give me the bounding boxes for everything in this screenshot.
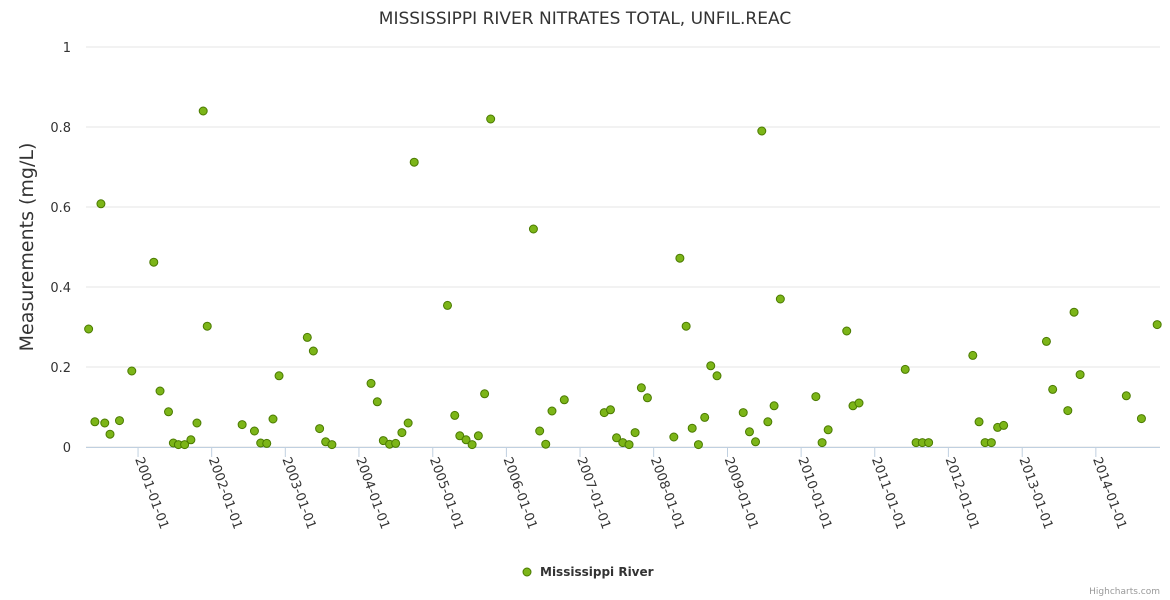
data-point[interactable]: [924, 438, 934, 448]
data-point[interactable]: [327, 440, 337, 450]
data-point[interactable]: [541, 439, 551, 449]
data-point[interactable]: [268, 414, 278, 424]
data-point[interactable]: [763, 417, 773, 427]
data-point[interactable]: [391, 438, 401, 448]
data-point[interactable]: [559, 395, 569, 405]
data-point[interactable]: [974, 417, 984, 427]
data-point[interactable]: [630, 428, 640, 438]
data-point[interactable]: [372, 397, 382, 407]
data-point[interactable]: [681, 321, 691, 331]
data-point[interactable]: [164, 407, 174, 417]
data-point[interactable]: [642, 393, 652, 403]
y-axis: 0 0.2 0.4 0.6 0.8 1: [50, 41, 71, 456]
y-tick-label: 1: [63, 41, 71, 56]
data-point[interactable]: [397, 428, 407, 438]
data-point[interactable]: [700, 412, 710, 422]
data-point[interactable]: [1063, 406, 1073, 416]
credits-link[interactable]: Highcharts.com: [1089, 587, 1160, 597]
data-point[interactable]: [192, 418, 202, 428]
data-point[interactable]: [1075, 370, 1085, 380]
data-point[interactable]: [308, 346, 318, 356]
data-point[interactable]: [409, 157, 419, 167]
y-axis-label: Measurements (mg/L): [16, 143, 38, 352]
legend[interactable]: Mississippi River: [522, 565, 654, 579]
y-tick-label: 0.8: [50, 121, 71, 136]
data-point[interactable]: [751, 437, 761, 447]
data-point[interactable]: [302, 332, 312, 342]
data-point[interactable]: [636, 383, 646, 393]
data-point[interactable]: [442, 300, 452, 310]
data-point[interactable]: [1041, 336, 1051, 346]
data-point[interactable]: [775, 294, 785, 304]
legend-label[interactable]: Mississippi River: [540, 565, 654, 579]
data-point[interactable]: [1152, 320, 1162, 330]
data-point[interactable]: [738, 408, 748, 418]
chart-title: MISSISSIPPI RIVER NITRATES TOTAL, UNFIL.…: [379, 9, 791, 29]
data-point[interactable]: [669, 432, 679, 442]
data-point[interactable]: [315, 424, 325, 434]
data-point[interactable]: [455, 431, 465, 441]
data-point[interactable]: [811, 392, 821, 402]
data-point[interactable]: [155, 386, 165, 396]
data-point[interactable]: [687, 423, 697, 433]
data-point[interactable]: [823, 425, 833, 435]
data-point[interactable]: [262, 438, 272, 448]
data-point[interactable]: [480, 389, 490, 399]
data-point[interactable]: [274, 371, 284, 381]
data-point[interactable]: [180, 440, 190, 450]
data-point[interactable]: [473, 431, 483, 441]
data-point[interactable]: [605, 405, 615, 415]
data-point[interactable]: [186, 435, 196, 445]
data-point[interactable]: [198, 106, 208, 116]
data-point[interactable]: [675, 253, 685, 263]
data-point[interactable]: [854, 398, 864, 408]
data-point[interactable]: [706, 361, 716, 371]
data-point[interactable]: [237, 420, 247, 430]
data-point[interactable]: [90, 417, 100, 427]
data-point[interactable]: [769, 401, 779, 411]
series-mississippi-river: [84, 106, 1162, 450]
data-point[interactable]: [535, 426, 545, 436]
data-point[interactable]: [105, 429, 115, 439]
data-point[interactable]: [693, 440, 703, 450]
data-point[interactable]: [100, 418, 110, 428]
data-point[interactable]: [968, 350, 978, 360]
data-point[interactable]: [114, 416, 124, 426]
legend-marker: [522, 567, 532, 577]
data-point[interactable]: [403, 418, 413, 428]
data-point[interactable]: [450, 410, 460, 420]
data-point[interactable]: [84, 324, 94, 334]
data-point[interactable]: [202, 321, 212, 331]
data-point[interactable]: [127, 366, 137, 376]
data-point[interactable]: [612, 433, 622, 443]
data-point[interactable]: [366, 378, 376, 388]
data-point[interactable]: [817, 438, 827, 448]
data-point[interactable]: [467, 440, 477, 450]
data-point[interactable]: [149, 257, 159, 267]
y-tick-label: 0.4: [50, 281, 71, 296]
data-point[interactable]: [1121, 391, 1131, 401]
data-point[interactable]: [528, 224, 538, 234]
data-point[interactable]: [744, 427, 754, 437]
data-point[interactable]: [624, 440, 634, 450]
data-point[interactable]: [999, 420, 1009, 430]
y-tick-label: 0.6: [50, 201, 71, 216]
data-point[interactable]: [1136, 414, 1146, 424]
data-point[interactable]: [486, 114, 496, 124]
y-tick-label: 0.2: [50, 361, 71, 376]
data-point[interactable]: [900, 364, 910, 374]
data-point[interactable]: [712, 371, 722, 381]
data-point[interactable]: [249, 426, 259, 436]
data-point[interactable]: [986, 438, 996, 448]
data-point[interactable]: [461, 435, 471, 445]
data-point[interactable]: [757, 126, 767, 136]
data-point[interactable]: [96, 199, 106, 209]
data-point[interactable]: [547, 406, 557, 416]
data-point[interactable]: [1048, 384, 1058, 394]
data-point[interactable]: [842, 326, 852, 336]
y-tick-label: 0: [63, 441, 71, 456]
data-point[interactable]: [1069, 307, 1079, 317]
